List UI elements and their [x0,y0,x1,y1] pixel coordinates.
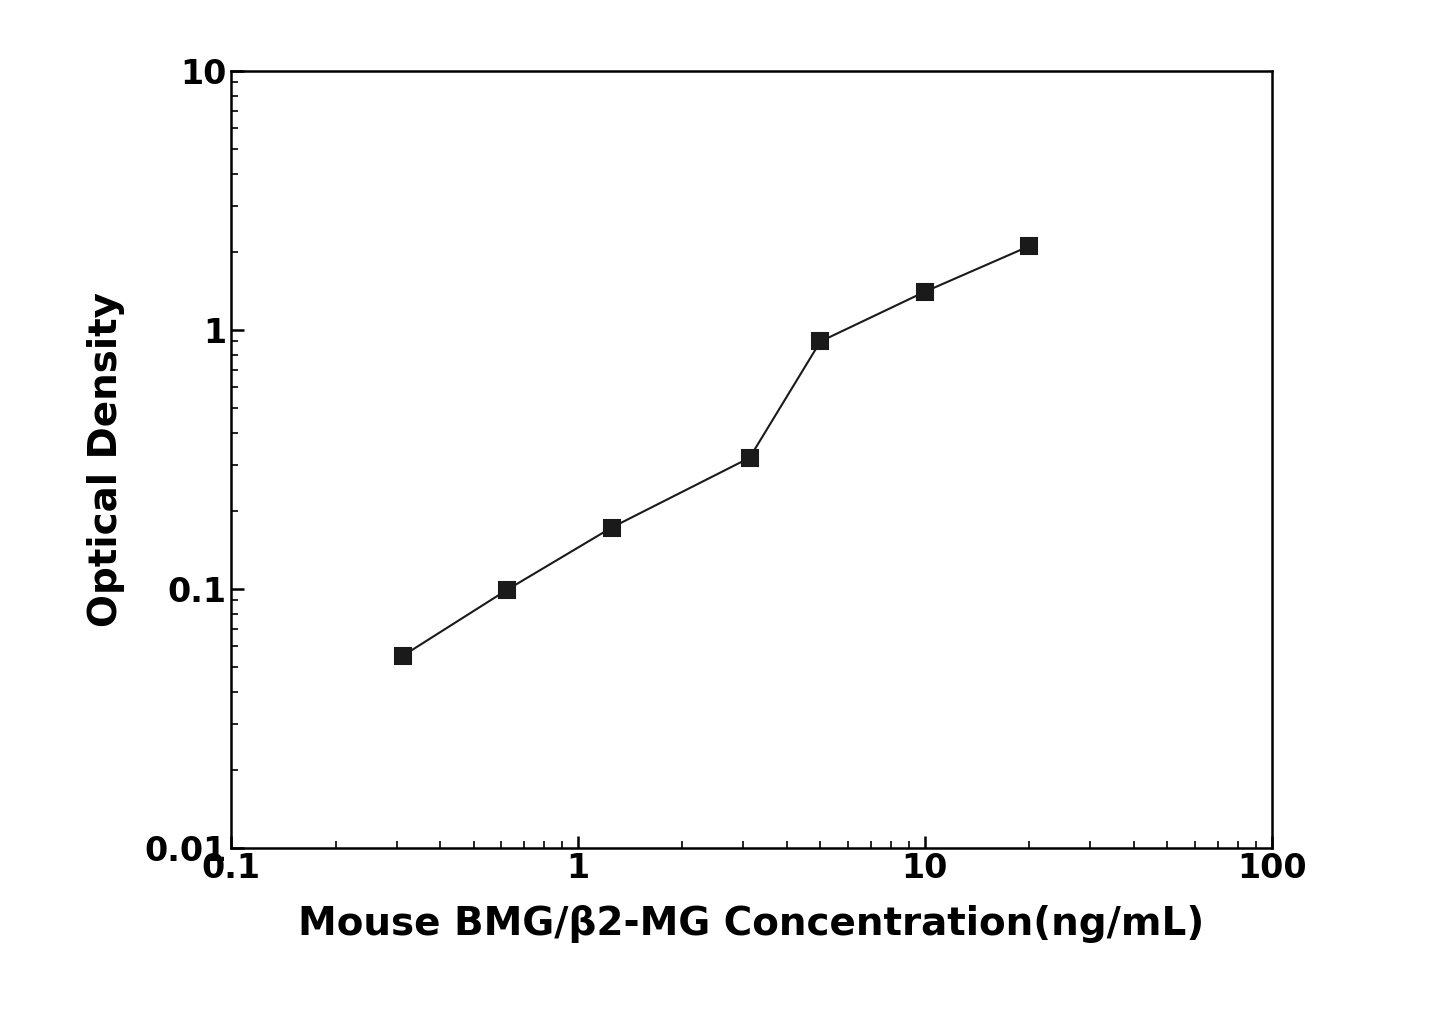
Y-axis label: Optical Density: Optical Density [87,292,124,627]
X-axis label: Mouse BMG/β2-MG Concentration(ng/mL): Mouse BMG/β2-MG Concentration(ng/mL) [298,905,1205,942]
